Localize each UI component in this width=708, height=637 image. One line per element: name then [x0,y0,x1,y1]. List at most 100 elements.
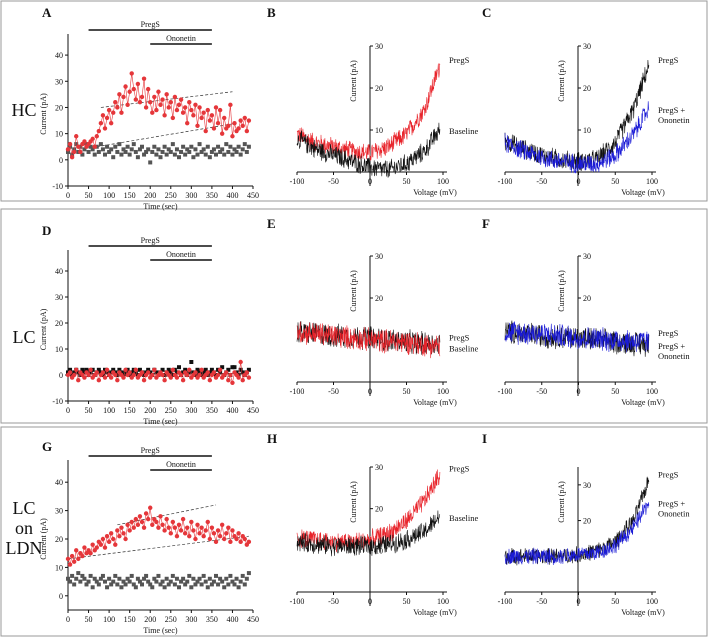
data-point [121,147,126,152]
trace-baseline [296,510,441,557]
data-point [205,585,210,590]
data-point [172,582,177,587]
data-point [103,152,107,157]
data-point [113,144,118,149]
y-tick-label: 30 [375,252,383,261]
data-point [127,89,132,94]
data-point [226,582,231,587]
trend-line [100,91,233,108]
data-point [166,525,171,530]
data-point [236,375,241,380]
data-point [107,149,112,154]
data-point [125,144,130,149]
data-point [125,576,130,581]
x-tick-label: 0 [66,191,70,200]
data-point [216,582,221,587]
x-tick-label: 450 [247,191,259,200]
data-point [226,378,231,383]
data-point [179,579,184,584]
data-point [209,367,214,372]
data-point [228,144,233,149]
data-point [90,585,95,590]
x-tick-label: -50 [328,177,339,186]
data-point [111,536,116,542]
data-point [211,579,216,584]
data-point [166,582,171,587]
x-tick-label: 100 [646,597,658,606]
data-point [226,525,231,530]
data-point [185,147,190,152]
data-point [80,367,85,372]
data-point [213,539,219,545]
y-tick-label: 40 [55,51,63,60]
data-point [189,519,194,525]
y-tick-label: 10 [375,126,383,135]
y-tick-label: 0 [59,371,63,380]
data-point [145,370,151,375]
x-tick-label: 0 [577,387,581,396]
data-point [135,81,141,87]
data-point [127,579,132,584]
x-tick-label: 50 [85,615,93,624]
data-point [172,525,178,530]
data-point [82,576,87,581]
y-axis-label: Current (pA) [557,60,566,102]
data-point [141,378,147,383]
data-point [191,155,196,160]
data-point [236,585,241,590]
data-point [105,370,110,375]
y-tick-label: 20 [55,535,63,544]
data-point [76,378,81,383]
data-point [74,548,79,553]
x-tick-label: 400 [226,406,238,415]
data-point [240,123,245,128]
data-point [193,102,198,108]
data-point [191,576,196,581]
data-point [148,100,153,105]
data-point [96,367,101,372]
data-point [139,519,145,525]
data-point [182,531,188,536]
data-point [236,144,241,149]
data-point [123,536,128,542]
data-point [150,585,155,590]
data-point [146,579,151,584]
data-point [90,136,95,142]
y-tick-label: -10 [52,397,63,406]
data-point [240,573,245,578]
data-point [121,579,126,584]
data-point [201,370,206,375]
y-tick-label: 30 [55,77,63,86]
data-point [189,360,194,364]
data-point [80,573,85,578]
data-point [195,123,200,128]
data-point [238,359,243,365]
data-point [139,94,145,100]
legend-label: Baseline [449,126,478,136]
data-point [246,144,251,149]
trace-pregs-ononetin [504,101,650,174]
data-point [177,365,181,370]
legend-label: Ononetin [658,351,690,361]
x-tick-label: 450 [247,615,259,624]
data-point [113,100,118,105]
data-point [158,102,163,108]
data-point [103,579,107,584]
data-point [100,147,105,152]
data-point [88,551,93,556]
data-point [162,528,167,533]
data-point [102,375,108,380]
data-point [158,514,163,519]
panel-letter: E [267,216,276,231]
x-tick-label: 0 [368,597,372,606]
data-point [203,367,208,372]
data-point [209,113,215,118]
data-point [137,514,143,519]
data-point [152,576,157,581]
data-point [191,113,196,118]
data-point [71,149,77,155]
data-point [88,370,93,375]
data-point [115,149,120,154]
